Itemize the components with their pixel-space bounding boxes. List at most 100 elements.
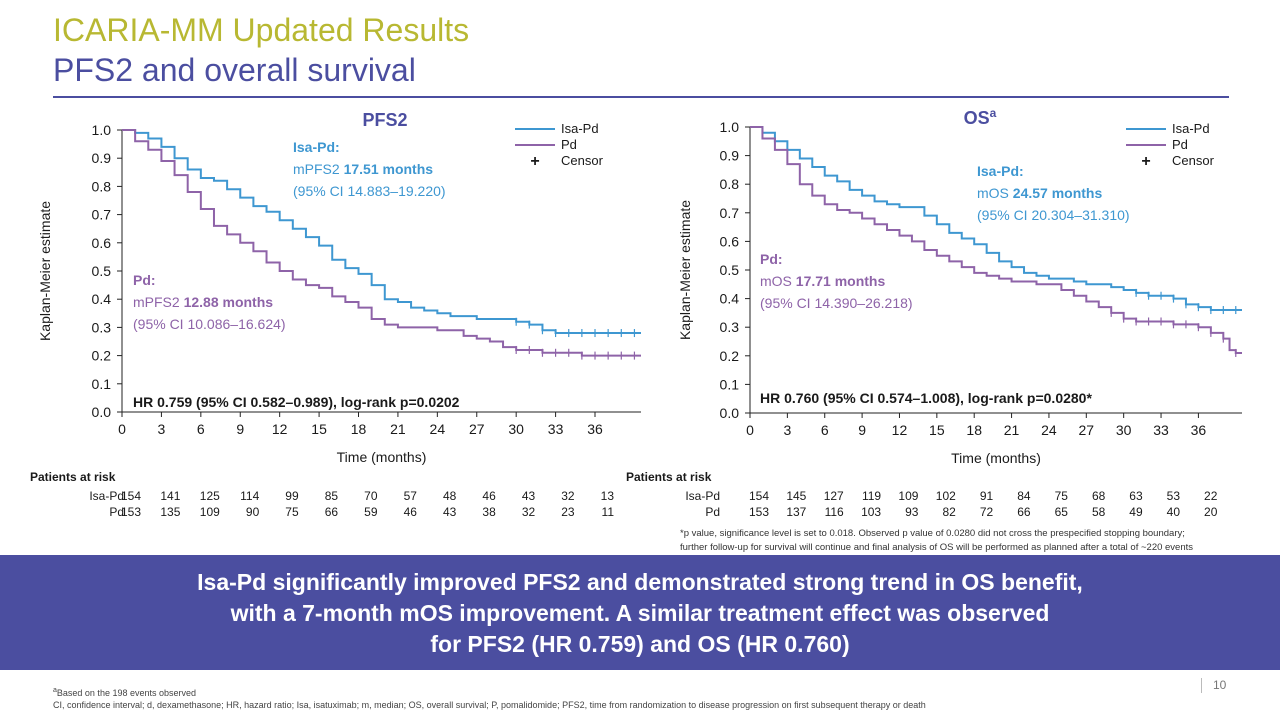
risk-table-cell: 90: [245, 505, 260, 519]
risk-table-cell: 23: [561, 505, 575, 519]
os-x-tick-label: 15: [929, 422, 945, 438]
risk-table-cell: 43: [442, 505, 457, 519]
risk-table-cell: 153: [748, 505, 769, 519]
risk-table-cell: 82: [942, 505, 956, 519]
os-isa-ci-line: (95% CI 20.304–31.310): [977, 207, 1130, 223]
pfs2-isa-median-value: 17.51 months: [344, 161, 434, 177]
risk-table-cell: 153: [120, 505, 141, 519]
risk-table-cell: 141: [160, 489, 181, 503]
risk-table-cell: 103: [861, 505, 882, 519]
os-y-tick-label: 0.1: [720, 376, 740, 392]
pfs2-isa-annotation-head: Isa-Pd:: [293, 139, 340, 155]
risk-table-row-label: Isa-Pd: [685, 489, 720, 503]
pfs2-risk-table: Patients at risk Isa-Pd 154 141 125 114 99 85 70…: [30, 470, 650, 520]
os-y-tick-label: 0.5: [720, 262, 740, 278]
risk-table-row-label: Pd: [705, 505, 720, 519]
footnote-abbreviations: CI, confidence interval; d, dexamethason…: [53, 700, 926, 710]
pfs2-y-tick-label: 0.6: [92, 235, 112, 251]
os-y-tick-label: 0.4: [720, 291, 740, 307]
risk-table-cell: 46: [482, 489, 496, 503]
pfs2-isa-ci-line: (95% CI 14.883–19.220): [293, 183, 446, 199]
risk-table-cell: 63: [1129, 489, 1143, 503]
os-legend-label: Pd: [1172, 137, 1188, 152]
banner-line3: for PFS2 (HR 0.759) and OS (HR 0.760): [430, 631, 850, 657]
pfs2-legend-censor-symbol: +: [530, 153, 539, 170]
page-number: 10: [1213, 678, 1227, 692]
banner-line2: with a 7-month mOS improvement. A simila…: [230, 600, 1050, 626]
risk-table-cell: 125: [199, 489, 220, 503]
pfs2-y-tick-label: 0.0: [92, 404, 112, 420]
pfs2-pd-curve: [122, 129, 641, 357]
slide-footnotes: aBased on the 198 events observed CI, co…: [53, 685, 926, 711]
risk-table-cell: 20: [1204, 505, 1218, 519]
risk-table-cell: 53: [1166, 489, 1181, 503]
pfs2-y-tick-label: 0.3: [92, 319, 112, 335]
risk-table-cell: 127: [823, 489, 844, 503]
pfs2-pd-median-line: mPFS2 12.88 months: [133, 294, 273, 310]
os-isa-median-line: mOS 24.57 months: [977, 185, 1102, 201]
os-y-tick-label: 0.2: [720, 348, 740, 364]
p-value-footnote: *p value, significance level is set to 0…: [680, 527, 1193, 555]
key-message-banner: Isa-Pd significantly improved PFS2 and d…: [0, 555, 1280, 670]
os-x-axis-label: Time (months): [951, 450, 1041, 466]
risk-table-cell: 72: [979, 505, 994, 519]
slide-title: ICARIA-MM Updated Results: [53, 12, 470, 48]
risk-table-cell: 58: [1091, 505, 1106, 519]
pfs2-y-tick-label: 0.2: [92, 348, 112, 364]
os-x-tick-label: 12: [892, 422, 908, 438]
pfs2-x-tick-label: 15: [311, 421, 327, 437]
pfs2-y-tick-label: 0.5: [92, 263, 112, 279]
risk-table-cell: 119: [861, 489, 882, 503]
risk-table-cell: 13: [600, 489, 614, 503]
risk-table-cell: 66: [1017, 505, 1031, 519]
os-x-tick-label: 6: [821, 422, 829, 438]
risk-table-cell: 102: [935, 489, 956, 503]
os-risk-table: Patients at risk Isa-Pd 154 145 127 119 109 102…: [626, 470, 1246, 520]
risk-table-cell: 99: [285, 489, 299, 503]
pfs2-y-tick-label: 0.7: [92, 207, 112, 223]
os-x-tick-label: 33: [1153, 422, 1169, 438]
risk-table-header: Patients at risk: [30, 470, 116, 484]
risk-table-cell: 59: [364, 505, 378, 519]
os-y-tick-label: 1.0: [720, 119, 740, 135]
risk-table-cell: 145: [786, 489, 807, 503]
pfs2-pd-annotation-head: Pd:: [133, 272, 156, 288]
os-y-tick-label: 0.6: [720, 233, 740, 249]
pfs2-y-tick-label: 1.0: [92, 122, 112, 138]
risk-table-cell: 70: [364, 489, 378, 503]
risk-table-cell: 85: [324, 489, 339, 503]
os-hazard-ratio: HR 0.760 (95% CI 0.574–1.008), log-rank …: [760, 390, 1092, 406]
risk-table-cell: 65: [1054, 505, 1068, 519]
risk-table-cell: 43: [521, 489, 536, 503]
risk-table-cell: 109: [898, 489, 919, 503]
pfs2-x-tick-label: 33: [548, 421, 564, 437]
os-legend-censor-symbol: +: [1141, 153, 1150, 170]
risk-table-cell: 46: [403, 505, 417, 519]
pfs2-x-tick-label: 9: [236, 421, 244, 437]
risk-table-cell: 116: [824, 505, 844, 519]
risk-table-row-label: Pd: [109, 505, 124, 519]
pfs2-y-tick-label: 0.8: [92, 178, 112, 194]
footnote-sup: a: [53, 687, 57, 694]
os-pd-annotation-head: Pd:: [760, 251, 783, 267]
p-value-footnote-line1: *p value, significance level is set to 0…: [680, 528, 1185, 539]
risk-table-cell: 114: [240, 489, 260, 503]
pfs2-legend-label: Isa-Pd: [561, 121, 599, 136]
pfs2-x-tick-label: 24: [430, 421, 446, 437]
risk-table-cell: 154: [748, 489, 769, 503]
os-y-tick-label: 0.8: [720, 176, 740, 192]
pfs2-pd-ci-line: (95% CI 10.086–16.624): [133, 316, 286, 332]
risk-table-cell: 75: [285, 505, 299, 519]
pfs2-legend-label: Censor: [561, 153, 604, 168]
risk-table-cell: 91: [979, 489, 994, 503]
os-legend-label: Isa-Pd: [1172, 121, 1210, 136]
risk-table-cell: 84: [1017, 489, 1031, 503]
os-x-tick-label: 3: [783, 422, 791, 438]
risk-table-cell: 49: [1129, 505, 1143, 519]
risk-table-cell: 93: [905, 505, 919, 519]
risk-table-cell: 38: [482, 505, 496, 519]
risk-table-cell: 75: [1054, 489, 1068, 503]
os-x-tick-label: 9: [858, 422, 866, 438]
